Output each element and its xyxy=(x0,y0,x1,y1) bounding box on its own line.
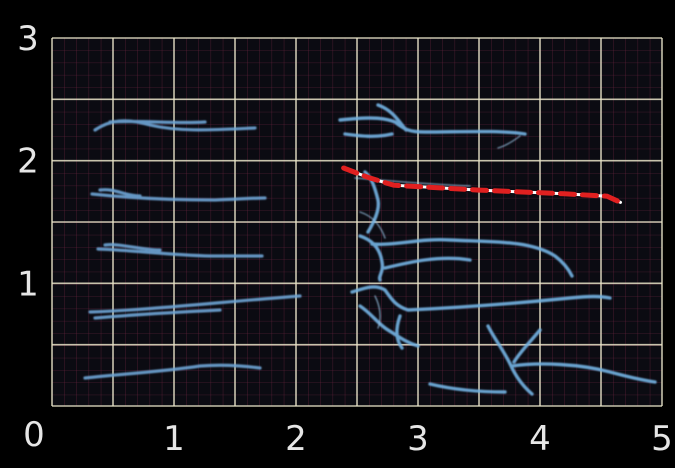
major-grid xyxy=(51,37,663,407)
x-tick-label: 1 xyxy=(163,419,185,459)
root-systems xyxy=(83,103,657,396)
y-axis-ticks: 0 1 2 3 xyxy=(17,19,45,455)
y-tick-label: 2 xyxy=(17,142,39,182)
x-tick-label: 4 xyxy=(529,419,551,459)
origin-tick-label: 0 xyxy=(23,415,45,455)
x-axis-ticks: 1 2 3 4 5 xyxy=(163,419,673,459)
red-dashed-trace xyxy=(341,165,623,205)
y-tick-label: 3 xyxy=(17,19,39,59)
x-tick-label: 3 xyxy=(407,419,429,459)
trace-layer xyxy=(341,165,623,205)
y-tick-label: 1 xyxy=(17,264,39,304)
x-tick-label: 2 xyxy=(285,419,307,459)
x-tick-label: 5 xyxy=(651,419,673,459)
